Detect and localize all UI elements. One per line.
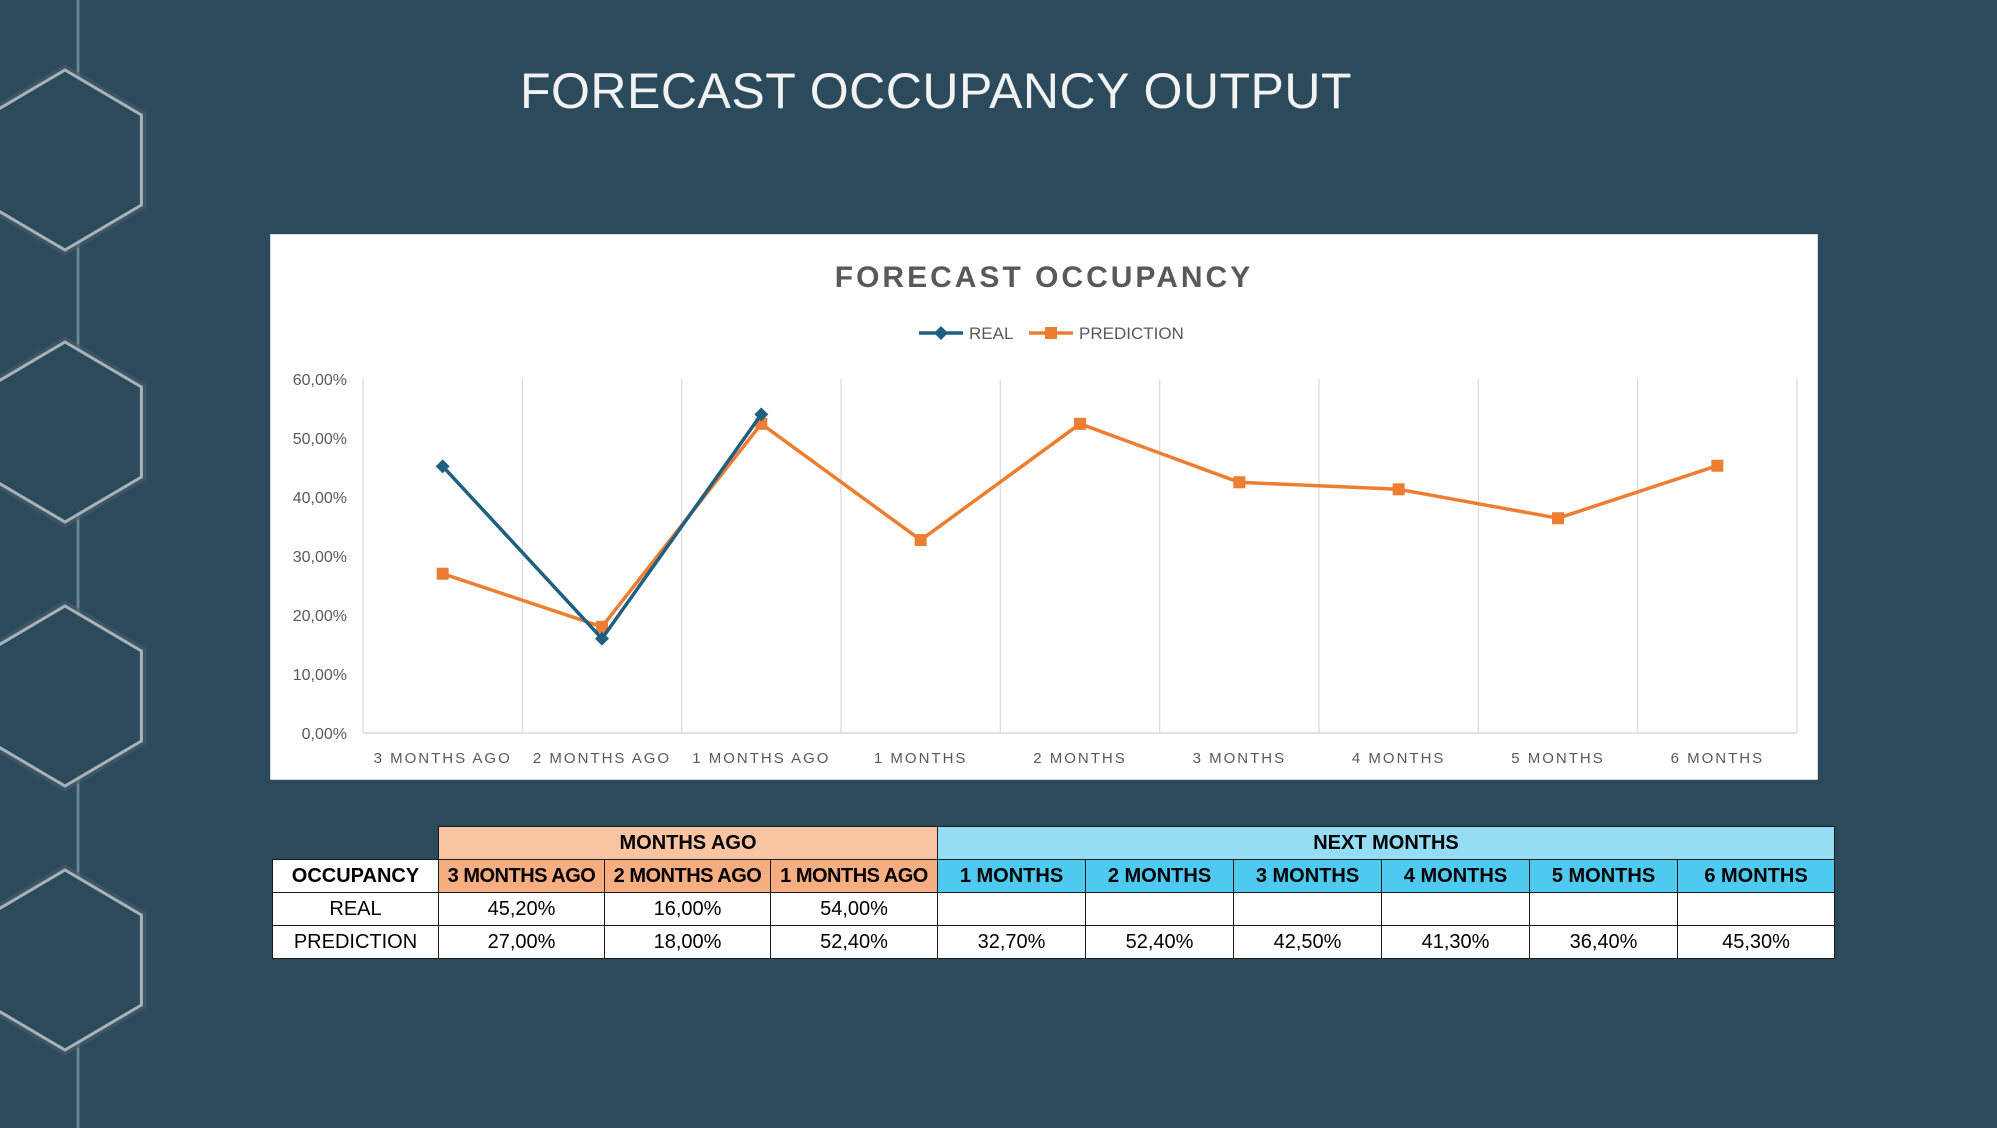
column-header-next: 6 MONTHS bbox=[1677, 859, 1835, 893]
legend-label: PREDICTION bbox=[1079, 324, 1184, 343]
table-cell: 41,30% bbox=[1381, 925, 1530, 959]
table-cell bbox=[937, 892, 1086, 926]
line-chart: FORECAST OCCUPANCY REAL PREDICTION 0,00% 10,… bbox=[293, 261, 1798, 767]
x-tick-label: 2 MONTHS bbox=[1033, 750, 1127, 767]
page-title: FORECAST OCCUPANCY OUTPUT bbox=[520, 63, 1353, 119]
column-header-next: 2 MONTHS bbox=[1085, 859, 1234, 893]
table-cell: 36,40% bbox=[1529, 925, 1678, 959]
table-cell bbox=[1677, 892, 1835, 926]
y-tick-label: 20,00% bbox=[293, 608, 347, 625]
table-cell: 52,40% bbox=[770, 925, 938, 959]
column-header-ago: 3 MONTHS AGO bbox=[438, 859, 605, 893]
y-tick-label: 50,00% bbox=[293, 431, 347, 448]
table-header-row: OCCUPANCY 3 MONTHS AGO 2 MONTHS AGO 1 MONTH… bbox=[272, 859, 1835, 893]
table-cell: 27,00% bbox=[438, 925, 605, 959]
x-tick-label: 3 MONTHS AGO bbox=[374, 750, 512, 767]
table-cell: 45,20% bbox=[438, 892, 605, 926]
legend-item-real: REAL bbox=[919, 324, 1013, 343]
column-header-ago: 1 MONTHS AGO bbox=[770, 859, 938, 893]
x-tick-label: 5 MONTHS bbox=[1511, 750, 1605, 767]
legend-label: REAL bbox=[969, 324, 1013, 343]
data-point-prediction bbox=[1711, 459, 1724, 472]
legend-item-prediction: PREDICTION bbox=[1029, 324, 1184, 343]
hexagon-1 bbox=[0, 68, 143, 252]
table-cell: 54,00% bbox=[770, 892, 938, 926]
series-line-real bbox=[441, 413, 763, 641]
x-tick-label: 1 MONTHS AGO bbox=[692, 750, 830, 767]
table-row: PREDICTION 27,00% 18,00% 52,40% 32,70% 52,40%… bbox=[272, 925, 1835, 959]
data-point-prediction bbox=[1074, 417, 1086, 430]
column-header-next: 1 MONTHS bbox=[937, 859, 1086, 893]
hexagon-2 bbox=[0, 340, 143, 524]
column-header-ago: 2 MONTHS AGO bbox=[604, 859, 771, 893]
row-header-occupancy: OCCUPANCY bbox=[272, 859, 439, 893]
table-cell: 45,30% bbox=[1677, 925, 1835, 959]
table-cell: 16,00% bbox=[604, 892, 771, 926]
table-row: REAL 45,20% 16,00% 54,00% bbox=[272, 892, 1835, 926]
chart-panel: FORECAST OCCUPANCY REAL PREDICTION 0,00% 10,… bbox=[270, 234, 1818, 780]
chart-title: FORECAST OCCUPANCY bbox=[835, 261, 1253, 294]
table-cell bbox=[1233, 892, 1382, 926]
group-header-next-months: NEXT MONTHS bbox=[937, 826, 1835, 860]
table-cell bbox=[1381, 892, 1530, 926]
y-tick-label: 30,00% bbox=[293, 549, 347, 566]
data-point-real bbox=[435, 459, 450, 474]
hexagon-4 bbox=[0, 868, 143, 1052]
y-tick-label: 10,00% bbox=[293, 667, 347, 684]
hexagon-decoration bbox=[0, 0, 170, 1128]
column-header-next: 5 MONTHS bbox=[1529, 859, 1678, 893]
data-point-real bbox=[595, 631, 609, 646]
table-corner-blank bbox=[273, 827, 439, 860]
x-tick-label: 2 MONTHS AGO bbox=[533, 750, 671, 767]
group-header-months-ago: MONTHS AGO bbox=[438, 826, 938, 860]
data-point-real bbox=[754, 407, 769, 422]
data-point-prediction bbox=[1233, 476, 1246, 489]
row-label: PREDICTION bbox=[272, 925, 439, 959]
x-tick-label: 1 MONTHS bbox=[874, 750, 968, 767]
x-tick-label: 3 MONTHS bbox=[1193, 750, 1287, 767]
occupancy-table: MONTHS AGO NEXT MONTHS OCCUPANCY 3 MONTHS A… bbox=[272, 826, 1835, 959]
table-cell: 42,50% bbox=[1233, 925, 1382, 959]
x-tick-label: 4 MONTHS bbox=[1352, 750, 1446, 767]
y-tick-label: 60,00% bbox=[293, 372, 347, 389]
table-cell bbox=[1085, 892, 1234, 926]
data-point-prediction bbox=[596, 620, 608, 633]
column-header-next: 4 MONTHS bbox=[1381, 859, 1530, 893]
data-point-prediction bbox=[436, 567, 449, 580]
data-point-prediction bbox=[1392, 483, 1405, 496]
data-point-prediction bbox=[914, 534, 927, 547]
column-header-next: 3 MONTHS bbox=[1233, 859, 1382, 893]
x-tick-label: 6 MONTHS bbox=[1671, 750, 1765, 767]
table-group-header-row: MONTHS AGO NEXT MONTHS bbox=[273, 826, 1835, 860]
table-cell bbox=[1529, 892, 1678, 926]
data-point-prediction bbox=[1552, 512, 1564, 525]
y-tick-label: 0,00% bbox=[302, 726, 347, 743]
hexagon-3 bbox=[0, 604, 143, 788]
row-label: REAL bbox=[272, 892, 439, 926]
table-cell: 18,00% bbox=[604, 925, 771, 959]
table-cell: 52,40% bbox=[1085, 925, 1234, 959]
table-cell: 32,70% bbox=[937, 925, 1086, 959]
y-tick-label: 40,00% bbox=[293, 490, 347, 507]
